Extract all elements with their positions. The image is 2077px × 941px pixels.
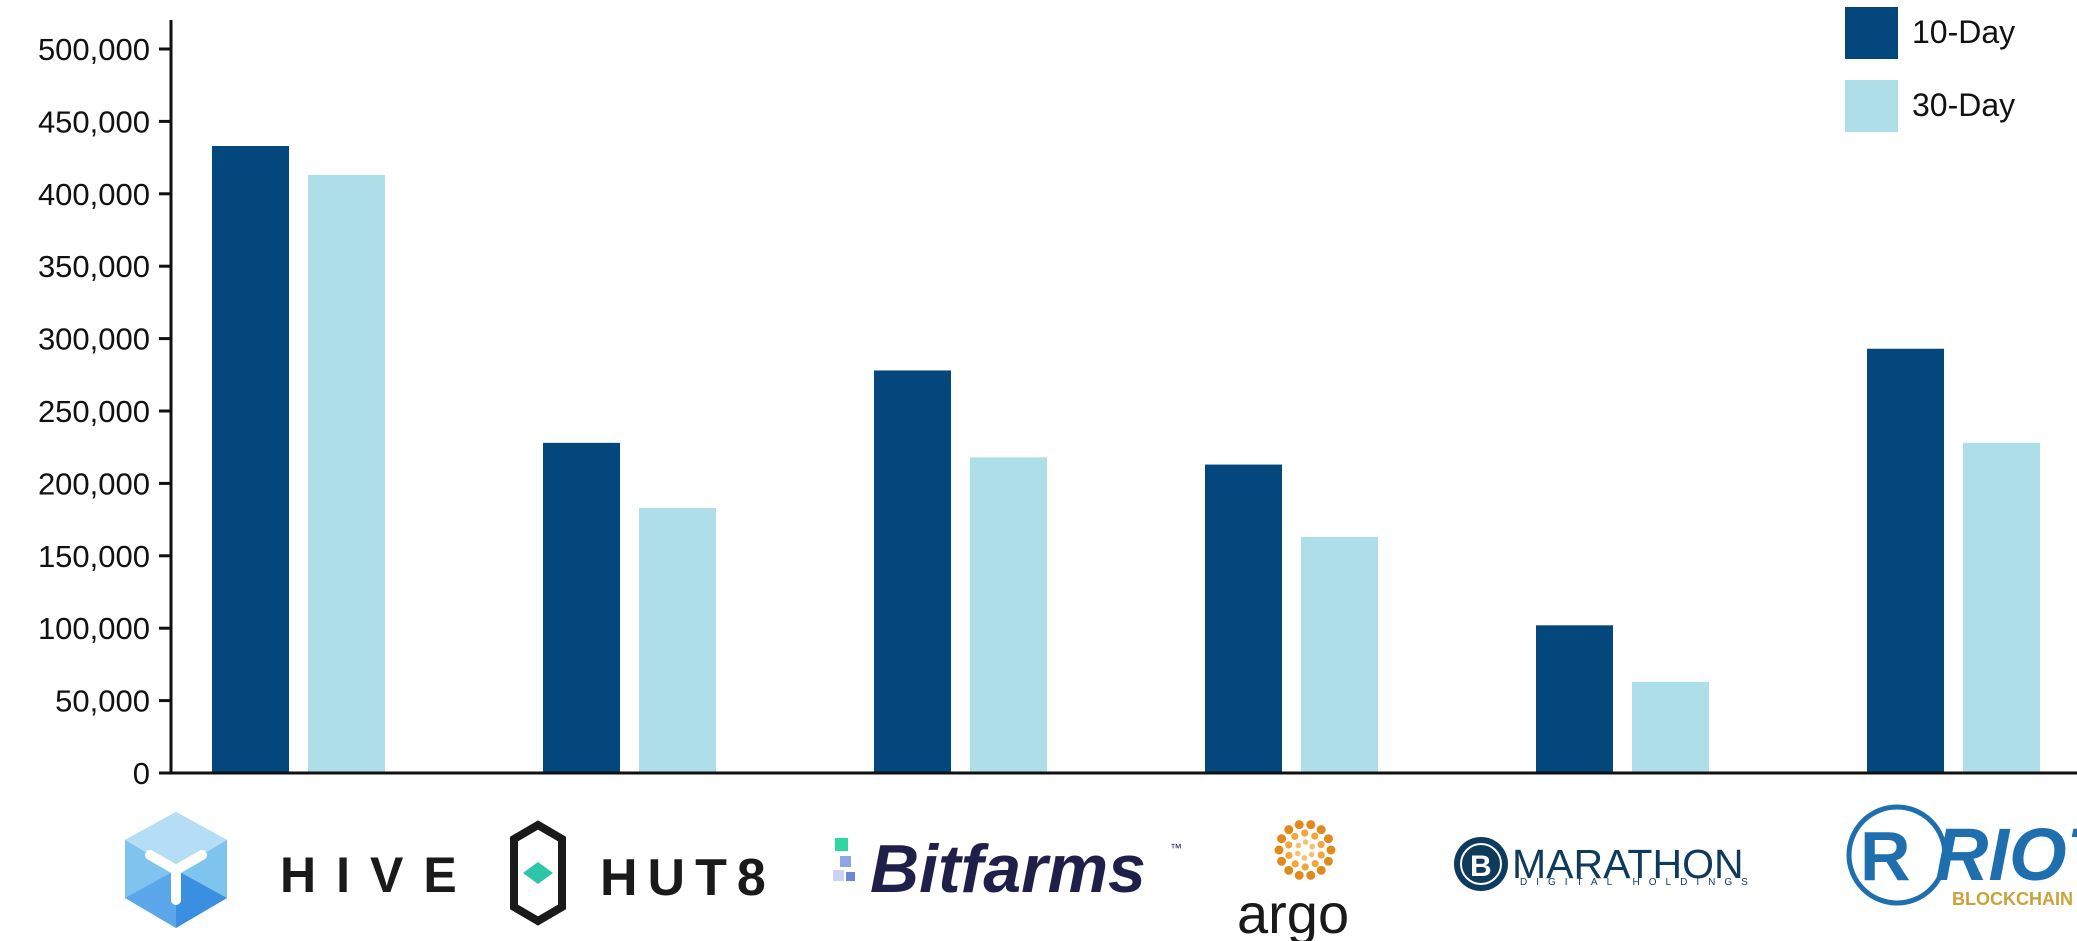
bar-30-day-marathon [1632,681,1709,773]
y-tick-label: 300,000 [38,322,150,357]
argo-dot [1306,820,1316,830]
riot-wordmark: RIOT [1935,813,2077,896]
bar-30-day-hive [308,174,385,773]
argo-dot [1285,841,1293,849]
riot-circle-icon: R [1846,804,1948,906]
legend-swatch-10-day [1845,7,1898,59]
bar-10-day-hive [212,146,289,774]
argo-dot [1291,860,1299,868]
argo-dot [1308,851,1315,858]
argo-dot [1317,840,1325,849]
argo-dot [1311,832,1319,840]
bitfarms-trademark: ™ [1170,841,1182,855]
argo-dot [1277,834,1287,844]
logo-marathon: B MARATHON DIGITAL HOLDINGS [1454,837,1757,891]
bitfarms-pixel-icon [833,838,855,881]
svg-text:R: R [1860,817,1911,895]
logo-hive: HIVE [125,812,477,928]
hut8-wordmark: HUT8 [600,849,776,907]
legend: 10-Day 30-Day [1845,7,2015,132]
argo-dot [1317,851,1325,859]
argo-dot [1316,865,1326,875]
bar-10-day-riot [1867,348,1944,773]
argo-sun-icon [1274,820,1336,880]
hive-wordmark: HIVE [280,847,477,903]
bar-10-day-marathon [1536,625,1613,773]
argo-dot [1294,870,1304,880]
argo-dot [1284,865,1294,875]
argo-dot [1294,820,1304,830]
argo-dot [1301,829,1309,837]
argo-dot [1295,842,1302,849]
argo-dot [1284,825,1294,835]
argo-dot [1323,856,1333,866]
marathon-wordmark: MARATHON [1512,841,1744,887]
y-tick-label: 500,000 [38,32,150,67]
argo-wordmark: argo [1237,882,1349,941]
argo-dot [1306,870,1316,880]
argo-dot [1311,860,1319,868]
bar-30-day-bitfarms [970,457,1047,773]
argo-dot [1323,834,1333,844]
bar-10-day-argo [1205,464,1282,773]
bitcoin-coin-icon: B [1454,837,1508,891]
bar-30-day-hut-8 [639,508,716,773]
argo-dot [1326,845,1336,855]
hive-hexagon-icon [125,812,227,928]
argo-dot [1294,850,1301,857]
legend-label-10-day: 10-Day [1912,14,2015,50]
y-tick-label: 200,000 [38,466,150,501]
bar-10-day-hut-8 [543,442,620,773]
argo-dot [1301,855,1308,861]
argo-dot [1301,863,1309,871]
y-tick-label: 100,000 [38,611,150,646]
argo-dot [1285,851,1293,860]
svg-text:B: B [1470,850,1492,883]
bars-group [212,146,2040,774]
bitfarms-wordmark: Bitfarms [870,831,1146,907]
bar-30-day-argo [1301,536,1378,773]
argo-dot [1302,839,1309,845]
logo-riot: R RIOT BLOCKCHAIN [1846,804,2077,909]
argo-dot [1291,832,1299,840]
y-tick-label: 350,000 [38,249,150,284]
y-tick-label: 150,000 [38,539,150,574]
y-axis-ticks: 0 50,000 100,000 150,000 200,000 250,000 300,0… [38,32,171,791]
logo-bitfarms: Bitfarms ™ [833,831,1182,907]
argo-dot [1316,825,1326,835]
argo-dot [1274,845,1284,855]
y-tick-label: 250,000 [38,394,150,429]
y-tick-label: 450,000 [38,104,150,139]
logo-argo: argo [1237,820,1349,941]
marathon-subtext: DIGITAL HOLDINGS [1520,877,1757,888]
argo-dot [1309,843,1316,850]
bar-30-day-riot [1963,442,2040,773]
legend-swatch-30-day [1845,80,1898,132]
hut8-hexagon-icon [510,820,566,926]
y-tick-label: 400,000 [38,177,150,212]
y-tick-label: 0 [133,756,150,791]
legend-label-30-day: 30-Day [1912,87,2015,123]
riot-subtext: BLOCKCHAIN [1952,889,2073,909]
logo-hut8: HUT8 [510,820,776,926]
y-tick-label: 50,000 [55,684,150,719]
argo-dot [1277,856,1287,866]
bar-10-day-bitfarms [874,370,951,773]
